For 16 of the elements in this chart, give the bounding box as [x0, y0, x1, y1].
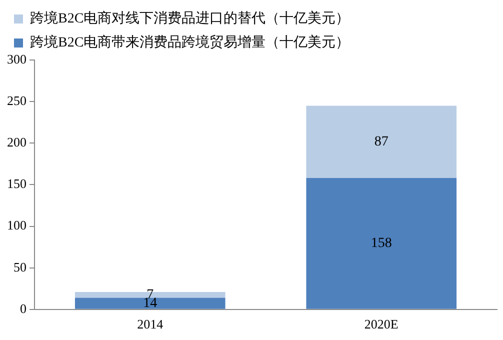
y-tick-label: 300 — [7, 51, 26, 66]
y-tick-label: 0 — [20, 300, 26, 316]
legend-label: 跨境B2C电商带来消费品跨境贸易增量（十亿美元） — [30, 34, 350, 51]
x-tick-label: 2020E — [364, 316, 398, 332]
y-tick-label: 200 — [7, 134, 26, 150]
bar — [306, 106, 457, 178]
data-label: 87 — [374, 134, 388, 150]
data-label: 158 — [370, 236, 392, 252]
y-tick-label: 100 — [7, 218, 26, 233]
y-tick-label: 50 — [14, 259, 26, 274]
bar — [74, 298, 226, 309]
bar — [306, 178, 457, 309]
y-tick-label: 150 — [7, 176, 26, 192]
legend-label: 跨境B2C电商对线下消费品进口的替代（十亿美元） — [30, 10, 350, 27]
x-tick-label: 2014 — [137, 316, 164, 332]
y-tick-label: 250 — [7, 92, 26, 108]
